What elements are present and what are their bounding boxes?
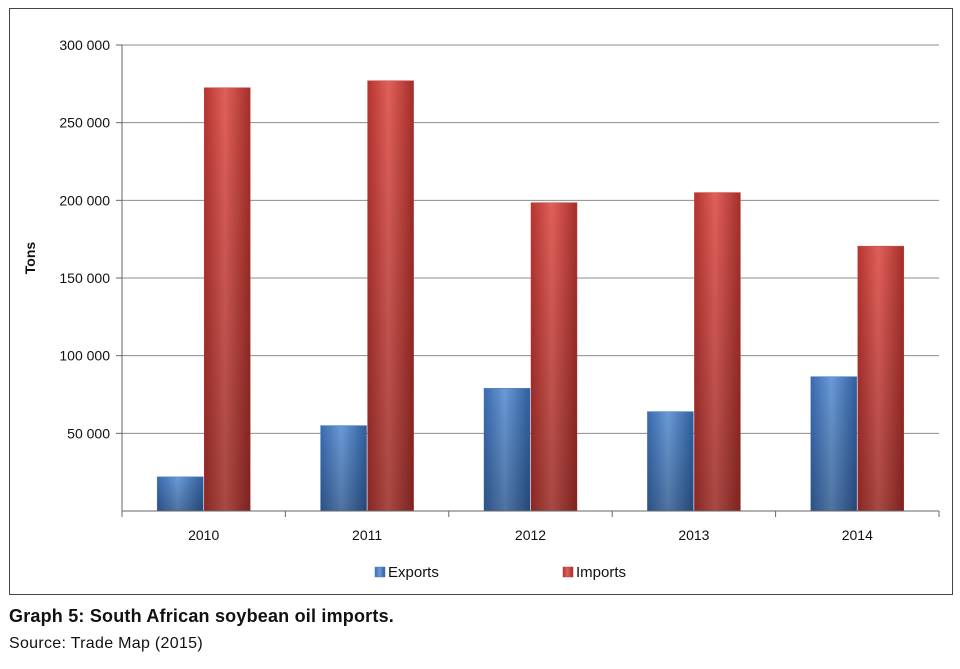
bar-shade xyxy=(694,192,741,512)
chart-frame: 50 000 100 000 150 000 200 000 250 000 300 00… xyxy=(9,8,953,595)
bar-chart: 50 000 100 000 150 000 200 000 250 000 300 00… xyxy=(22,37,940,581)
x-tick-label: 2010 xyxy=(188,527,219,543)
bar-shade xyxy=(320,425,367,511)
axes xyxy=(116,44,940,517)
bar-shade xyxy=(484,388,530,511)
x-tick-label: 2012 xyxy=(515,527,546,543)
x-tick-label: 2014 xyxy=(842,527,873,543)
legend: Exports Imports xyxy=(374,564,626,581)
y-tick-labels: 50 000 100 000 150 000 200 000 250 000 300 00… xyxy=(59,37,110,441)
y-tick-label: 100 000 xyxy=(59,348,110,364)
y-tick-label: 300 000 xyxy=(59,37,110,53)
y-tick-label: 150 000 xyxy=(59,270,110,286)
y-axis-title: Tons xyxy=(22,242,38,275)
bar-shade xyxy=(647,411,694,511)
x-tick-label: 2011 xyxy=(352,527,382,543)
bar-shade xyxy=(857,246,904,511)
y-tick-label: 200 000 xyxy=(59,192,110,208)
legend-label-imports: Imports xyxy=(576,564,626,581)
x-tick-label: 2013 xyxy=(678,527,709,543)
bar-shade xyxy=(204,87,251,511)
legend-label-exports: Exports xyxy=(388,564,439,581)
legend-swatch-imports xyxy=(562,566,574,578)
bar-shade xyxy=(810,376,857,511)
bars xyxy=(156,80,905,512)
bar-shade xyxy=(531,202,577,511)
caption-source: Source: Trade Map (2015) xyxy=(9,635,203,652)
legend-swatch-exports xyxy=(374,566,386,578)
caption-title: Graph 5: South African soybean oil impor… xyxy=(9,606,394,626)
y-tick-label: 50 000 xyxy=(67,425,110,441)
y-tick-label: 250 000 xyxy=(59,115,110,131)
bar-shade xyxy=(157,476,204,511)
x-tick-labels: 2010 2011 2012 2013 2014 xyxy=(188,527,873,543)
gridlines xyxy=(122,44,939,434)
bar-shade xyxy=(367,80,414,511)
